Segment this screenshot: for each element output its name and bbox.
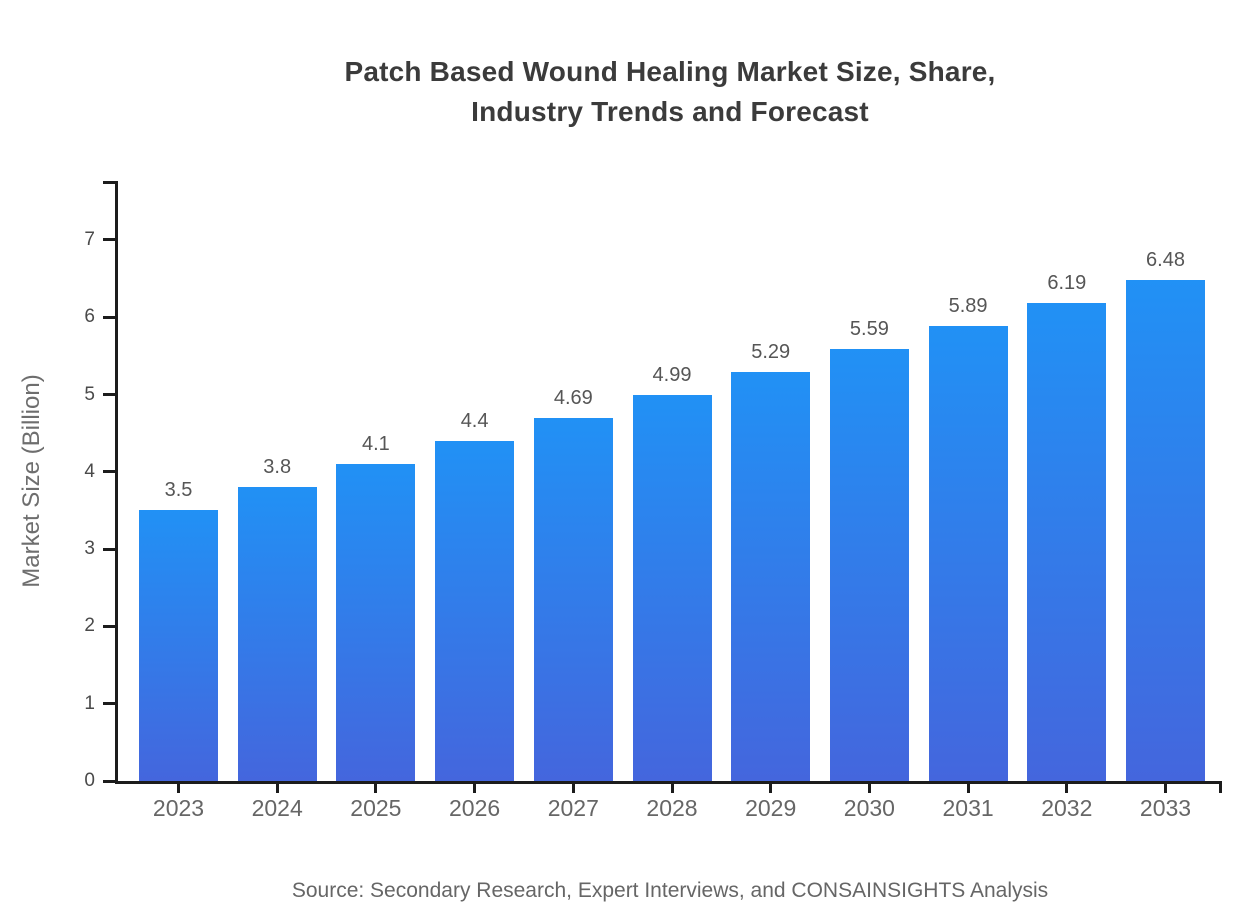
y-tick bbox=[103, 547, 115, 551]
bar-value-label: 4.99 bbox=[652, 364, 692, 387]
x-axis-line bbox=[115, 781, 1222, 784]
x-tick bbox=[670, 781, 674, 793]
bar bbox=[731, 372, 811, 781]
x-tick bbox=[867, 781, 871, 793]
bar bbox=[237, 487, 317, 781]
bar-value-label: 4.1 bbox=[361, 433, 390, 456]
y-tick-label: 3 bbox=[84, 538, 95, 560]
x-tick-label: 2031 bbox=[942, 795, 994, 821]
y-tick-label: 0 bbox=[84, 770, 95, 791]
bar bbox=[1027, 302, 1107, 781]
y-tick bbox=[103, 624, 115, 628]
chart-title: Patch Based Wound Healing Market Size, S… bbox=[80, 52, 1260, 132]
x-tick bbox=[275, 781, 279, 793]
x-tick-label: 2027 bbox=[547, 795, 599, 821]
y-tick bbox=[103, 238, 115, 242]
y-tick bbox=[103, 393, 115, 396]
x-tick bbox=[571, 781, 575, 793]
y-tick-label: 7 bbox=[84, 228, 95, 250]
y-tick-label: 6 bbox=[84, 306, 95, 328]
bar-value-label: 5.29 bbox=[751, 341, 791, 364]
x-tick bbox=[1164, 781, 1167, 793]
source-caption: Source: Secondary Research, Expert Inter… bbox=[291, 879, 1049, 902]
y-tick-label: 1 bbox=[84, 692, 95, 714]
x-tick-label: 2029 bbox=[745, 795, 797, 821]
x-tick-label: 2030 bbox=[843, 795, 895, 821]
x-axis-endcap-tick bbox=[1219, 781, 1222, 793]
bar-value-label: 4.69 bbox=[553, 387, 593, 410]
y-tick bbox=[103, 702, 115, 706]
x-tick-label: 2033 bbox=[1139, 795, 1192, 821]
x-tick bbox=[1065, 781, 1069, 793]
y-tick bbox=[103, 470, 115, 474]
x-tick-label: 2023 bbox=[152, 795, 205, 821]
x-tick bbox=[769, 781, 773, 793]
bar bbox=[829, 348, 909, 781]
bar-value-label: 4.4 bbox=[460, 409, 489, 432]
chart-title-line2: Industry Trends and Forecast bbox=[471, 96, 869, 127]
y-axis-line bbox=[115, 181, 118, 784]
bar-value-label: 3.8 bbox=[263, 456, 292, 479]
bar-value-label: 5.59 bbox=[849, 317, 889, 340]
bar bbox=[435, 440, 515, 781]
x-tick-label: 2032 bbox=[1041, 795, 1093, 821]
chart-title-line1: Patch Based Wound Healing Market Size, S… bbox=[344, 56, 996, 87]
y-tick-label: 2 bbox=[84, 615, 95, 637]
bar-value-label: 3.5 bbox=[164, 479, 193, 502]
bar-value-label: 5.89 bbox=[948, 294, 988, 317]
bar bbox=[632, 395, 712, 781]
bar bbox=[533, 418, 613, 781]
bar-value-label: 6.48 bbox=[1146, 249, 1185, 272]
x-tick-label: 2024 bbox=[251, 795, 303, 821]
bar bbox=[928, 325, 1008, 781]
x-tick-label: 2026 bbox=[449, 795, 501, 821]
x-tick-label: 2028 bbox=[646, 795, 698, 821]
y-tick bbox=[103, 315, 115, 319]
y-tick bbox=[103, 779, 115, 783]
x-tick bbox=[473, 781, 477, 793]
x-tick-label: 2025 bbox=[350, 795, 402, 821]
y-tick-label: 5 bbox=[84, 383, 95, 405]
x-tick bbox=[374, 781, 378, 793]
y-axis-endcap-tick bbox=[103, 181, 115, 184]
bar-value-label: 6.19 bbox=[1047, 271, 1087, 294]
y-tick-label: 4 bbox=[84, 460, 95, 482]
bar bbox=[1126, 280, 1205, 781]
x-tick bbox=[177, 781, 180, 793]
bar bbox=[139, 510, 218, 781]
x-tick bbox=[966, 781, 970, 793]
bar bbox=[336, 464, 416, 781]
